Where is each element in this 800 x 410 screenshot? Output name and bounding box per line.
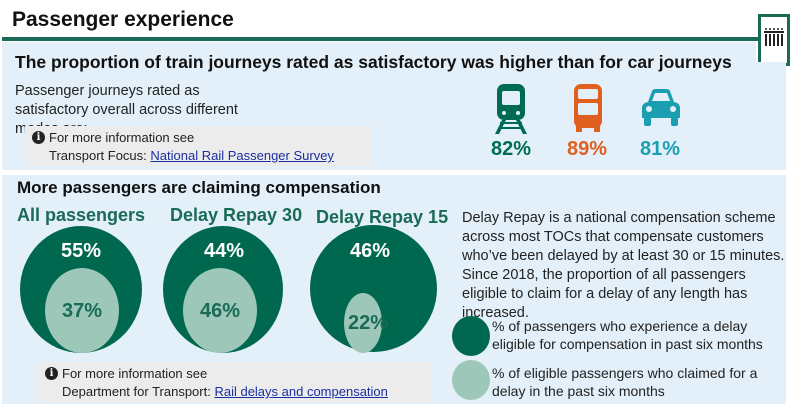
train-icon: [495, 84, 527, 134]
legend-swatch-claimed: [452, 360, 490, 400]
compensation-heading: More passengers are claiming compensatio…: [17, 178, 381, 197]
bus-icon: [574, 84, 602, 132]
group-label: All passengers: [17, 205, 146, 225]
passengers-logo-icon: [758, 14, 790, 66]
bus-satisfaction: 89%: [566, 138, 608, 160]
survey-link[interactable]: National Rail Passenger Survey: [150, 148, 334, 163]
satisfaction-body: Passenger journeys rated as satisfactory…: [15, 83, 238, 137]
info-box-survey: i For more information see Transport Foc…: [25, 126, 372, 166]
claimed-circle: [45, 268, 119, 353]
info-icon: i: [32, 131, 45, 144]
group-label: Delay Repay 15: [316, 207, 449, 227]
claimed-circle: [183, 268, 257, 353]
train-satisfaction: 82%: [490, 138, 532, 160]
eligible-value: 44%: [203, 240, 245, 262]
legend-label-claimed: % of eligible passengers who claimed for…: [492, 365, 758, 399]
legend-label-eligible: % of passengers who experience a delay e…: [492, 318, 763, 352]
info-text: For more information see: [49, 130, 195, 145]
claimed-value: 46%: [199, 300, 241, 322]
group-label: Delay Repay 30: [170, 205, 303, 225]
claimed-circle: [344, 293, 382, 353]
title-divider: [2, 37, 758, 41]
page-title: Passenger experience: [12, 8, 234, 31]
eligible-value: 46%: [349, 240, 391, 262]
claimed-value: 22%: [347, 312, 389, 334]
panel-extension: [740, 62, 786, 170]
car-icon: [642, 89, 680, 126]
info-source: Department for Transport:: [62, 384, 215, 399]
claimed-value: 37%: [61, 300, 103, 322]
info-box-compensation: i For more information see Department fo…: [38, 362, 432, 402]
eligible-value: 55%: [60, 240, 102, 262]
legend-swatch-eligible: [452, 316, 490, 356]
satisfaction-heading: The proportion of train journeys rated a…: [15, 52, 732, 72]
info-icon: i: [45, 367, 58, 380]
compensation-link[interactable]: Rail delays and compensation: [214, 384, 388, 399]
info-text: For more information see: [62, 366, 208, 381]
info-source: Transport Focus:: [49, 148, 151, 163]
delay-repay-description: Delay Repay is a national compensation s…: [462, 210, 785, 321]
car-satisfaction: 81%: [639, 138, 681, 160]
